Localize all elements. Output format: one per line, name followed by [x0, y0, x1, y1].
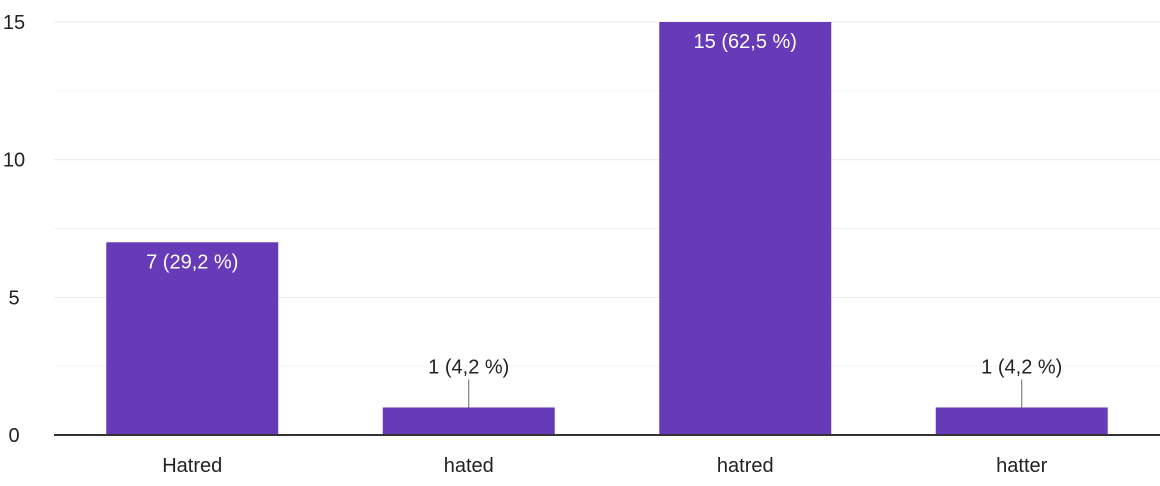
bar[interactable] [659, 22, 832, 435]
bar[interactable] [935, 407, 1108, 435]
data-label: 1 (4,2 %) [428, 356, 509, 378]
y-tick-label: 5 [8, 287, 19, 309]
x-tick-label: Hatred [162, 455, 222, 477]
x-tick-label: hated [444, 455, 494, 477]
x-tick-label: hatred [717, 455, 774, 477]
axes: 0 5 10 15 Hatred hated hatred hatter [3, 12, 1160, 477]
y-tick-label: 15 [3, 12, 25, 34]
bar[interactable] [382, 407, 555, 435]
data-label: 15 (62,5 %) [694, 31, 797, 53]
bars [106, 22, 1108, 435]
y-tick-label: 10 [3, 150, 25, 172]
data-labels: 7 (29,2 %) 1 (4,2 %) 15 (62,5 %) 1 (4,2 %) [146, 31, 1062, 408]
data-label: 1 (4,2 %) [981, 356, 1062, 378]
x-tick-label: hatter [996, 455, 1047, 477]
data-label: 7 (29,2 %) [146, 251, 238, 273]
y-tick-label: 0 [8, 425, 19, 447]
bar[interactable] [106, 242, 279, 435]
